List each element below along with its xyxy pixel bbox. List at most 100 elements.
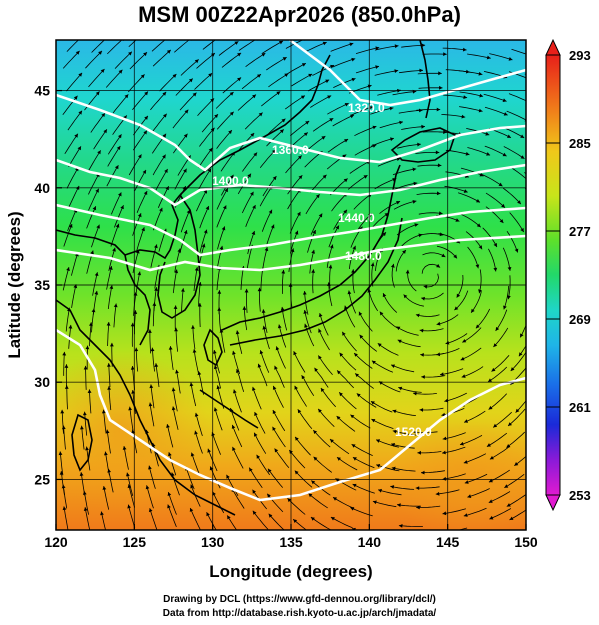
streamline <box>62 267 70 291</box>
streamline <box>358 311 373 332</box>
streamline-arrowhead <box>488 378 492 382</box>
streamline <box>111 192 122 215</box>
streamline <box>261 209 273 232</box>
streamline-arrowhead <box>506 540 510 543</box>
streamline-arrowhead <box>216 385 221 390</box>
streamline-arrowhead <box>128 406 132 411</box>
streamline-arrowhead <box>310 517 315 521</box>
streamline-arrowhead <box>488 405 493 410</box>
streamline-arrowhead <box>479 172 484 177</box>
streamline-arrowhead <box>507 295 511 300</box>
streamline <box>179 92 197 111</box>
streamline-arrowhead <box>528 311 532 315</box>
streamline-arrowhead <box>232 350 236 355</box>
streamline-arrowhead <box>287 498 292 503</box>
streamline-arrowhead <box>78 110 82 115</box>
streamline-arrowhead <box>257 74 261 78</box>
streamline <box>355 47 380 54</box>
streamline-arrowhead <box>415 313 420 318</box>
streamline-arrowhead <box>213 365 218 370</box>
x-tick-label: 140 <box>358 534 382 550</box>
streamline <box>236 368 245 393</box>
streamline-arrowhead <box>394 44 399 49</box>
streamline-arrowhead <box>103 129 107 134</box>
streamline <box>68 324 72 349</box>
streamline-arrowhead <box>254 432 258 437</box>
streamline <box>341 331 357 352</box>
streamline <box>132 130 148 151</box>
streamline-arrowhead <box>64 385 69 389</box>
streamline <box>59 451 64 476</box>
streamline <box>136 190 148 213</box>
streamline-arrowhead <box>234 41 239 45</box>
coastline-sakhalin <box>419 40 431 119</box>
streamline-arrowhead <box>504 484 509 488</box>
streamline <box>285 40 304 49</box>
streamline-arrowhead <box>442 436 447 441</box>
streamline <box>287 188 302 210</box>
streamline-arrowhead <box>337 370 341 375</box>
streamline <box>196 189 208 212</box>
credit-drawing: Drawing by DCL (https://www.gfd-dennou.o… <box>163 594 436 605</box>
wind-streamlines <box>58 36 536 543</box>
colorbar-tick-label: 261 <box>569 400 591 415</box>
streamline-arrowhead <box>137 271 142 276</box>
streamline-arrowhead <box>498 182 503 187</box>
streamline <box>126 472 134 496</box>
streamline <box>248 467 263 489</box>
streamline <box>65 307 70 332</box>
streamline-arrowhead <box>376 439 381 443</box>
streamline <box>262 40 284 54</box>
coastline-china <box>56 299 236 516</box>
streamline-arrowhead <box>314 367 318 372</box>
streamline-arrowhead <box>277 324 282 329</box>
streamline <box>127 74 145 93</box>
streamline-arrowhead <box>460 441 464 446</box>
streamline <box>460 167 484 177</box>
streamline-arrowhead <box>298 175 303 180</box>
streamline <box>371 360 394 373</box>
streamline <box>475 308 491 329</box>
streamline-arrowhead <box>205 206 210 210</box>
streamline <box>67 110 83 131</box>
streamline-arrowhead <box>333 497 337 501</box>
streamline-arrowhead <box>214 114 218 118</box>
streamline <box>481 173 503 187</box>
coastline-liaodong <box>124 194 181 260</box>
streamline-arrowhead <box>378 488 382 493</box>
streamline-arrowhead <box>488 499 493 503</box>
streamline <box>507 275 511 300</box>
streamline <box>193 267 198 291</box>
streamline-arrowhead <box>74 133 78 138</box>
streamline-arrowhead <box>489 455 494 460</box>
streamline <box>151 347 155 372</box>
coastline-honshu-pacific <box>229 217 403 346</box>
streamline <box>304 323 315 347</box>
streamline <box>393 200 417 210</box>
y-tick-label: 35 <box>34 277 50 293</box>
streamline-arrowhead <box>398 524 403 528</box>
streamline-arrowhead <box>282 57 287 61</box>
streamline-arrowhead <box>270 224 275 229</box>
colorbar-lower-triangle <box>545 494 561 512</box>
streamline <box>510 166 526 180</box>
streamline-arrowhead <box>376 464 381 468</box>
streamline-arrowhead <box>105 429 110 434</box>
streamline <box>107 285 113 310</box>
streamline-arrowhead <box>532 273 536 277</box>
streamline <box>310 95 332 108</box>
streamline-arrowhead <box>415 486 420 490</box>
streamline-arrowhead <box>113 303 118 308</box>
streamline <box>89 389 92 414</box>
streamline-arrowhead <box>167 492 172 496</box>
streamline-arrowhead <box>213 407 218 412</box>
streamline-arrowhead <box>166 36 170 40</box>
streamline-arrowhead <box>507 134 511 138</box>
streamline <box>312 117 334 132</box>
streamline <box>103 409 107 434</box>
streamline-arrowhead <box>64 364 69 368</box>
streamline <box>460 347 482 361</box>
streamline <box>436 245 458 259</box>
streamline <box>231 487 245 509</box>
streamline-arrowhead <box>311 480 316 485</box>
